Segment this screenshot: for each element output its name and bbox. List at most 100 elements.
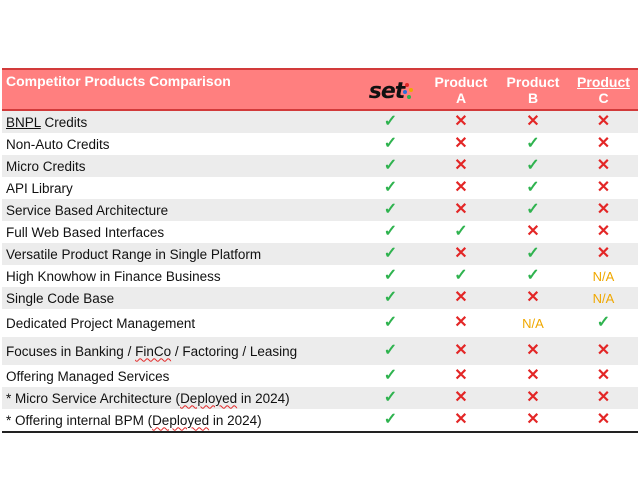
table-row: * Micro Service Architecture (Deployed i…: [2, 387, 638, 409]
set-cell: ✓: [356, 309, 425, 337]
product-a-cell: ✕: [425, 287, 497, 309]
na-text: N/A: [592, 290, 615, 306]
product-c-cell: ✕: [569, 221, 638, 243]
set-logo: set: [369, 80, 414, 102]
table-row: BNPL Credits ✓ ✕ ✕ ✕: [2, 110, 638, 133]
table-row: Dedicated Project Management ✓ ✕ N/A ✓: [2, 309, 638, 337]
feature-label: Full Web Based Interfaces: [6, 224, 165, 240]
set-cell: ✓: [356, 199, 425, 221]
product-a-cell: ✕: [425, 199, 497, 221]
cross-icon: ✕: [526, 289, 540, 306]
cross-icon: ✕: [596, 367, 611, 384]
product-c-cell: N/A: [569, 287, 638, 309]
product-b-cell: ✓: [497, 155, 569, 177]
check-icon: ✓: [526, 267, 540, 284]
cross-icon: ✕: [596, 223, 611, 240]
product-b-cell: N/A: [497, 309, 569, 337]
header-product-c: Product C: [569, 69, 638, 110]
product-c-cell: ✕: [569, 177, 638, 199]
product-a-line1: Product: [434, 73, 488, 90]
product-c-cell: ✕: [569, 409, 638, 432]
product-c-cell: ✕: [569, 387, 638, 409]
cross-icon: ✕: [596, 179, 611, 196]
table-row: Versatile Product Range in Single Platfo…: [2, 243, 638, 265]
cross-icon: ✕: [454, 411, 468, 428]
check-icon: ✓: [383, 245, 398, 262]
product-b-cell: ✓: [497, 265, 569, 287]
cross-icon: ✕: [454, 342, 468, 359]
product-a-cell: ✕: [425, 110, 497, 133]
product-c-cell: ✕: [569, 133, 638, 155]
cross-icon: ✕: [454, 367, 468, 384]
check-icon: ✓: [383, 342, 398, 359]
check-icon: ✓: [383, 389, 398, 406]
table-row: Micro Credits ✓ ✕ ✓ ✕: [2, 155, 638, 177]
table-row: * Offering internal BPM (Deployed in 202…: [2, 409, 638, 432]
check-icon: ✓: [526, 179, 540, 196]
logo-dots-icon: [402, 82, 414, 101]
feature-label: * Micro Service Architecture (Deployed i…: [6, 390, 290, 406]
cross-icon: ✕: [454, 113, 468, 130]
product-c-cell: N/A: [569, 265, 638, 287]
set-cell: ✓: [356, 387, 425, 409]
product-b-cell: ✕: [497, 337, 569, 365]
feature-label: Focuses in Banking / FinCo / Factoring /…: [6, 343, 298, 359]
cross-icon: ✕: [526, 389, 540, 406]
check-icon: ✓: [526, 135, 540, 152]
product-a-cell: ✕: [425, 133, 497, 155]
set-logo-cell: set: [356, 69, 425, 110]
product-c-cell: ✕: [569, 365, 638, 387]
product-b-line2: B: [527, 89, 539, 106]
check-icon: ✓: [454, 267, 468, 284]
table-row: Full Web Based Interfaces ✓ ✓ ✕ ✕: [2, 221, 638, 243]
set-cell: ✓: [356, 110, 425, 133]
product-b-cell: ✕: [497, 287, 569, 309]
check-icon: ✓: [596, 314, 611, 331]
table-header-row: Competitor Products Comparison set Produ…: [2, 69, 638, 110]
feature-label: Versatile Product Range in Single Platfo…: [6, 246, 262, 262]
cross-icon: ✕: [596, 342, 611, 359]
set-cell: ✓: [356, 155, 425, 177]
product-b-cell: ✓: [497, 199, 569, 221]
product-b-cell: ✕: [497, 221, 569, 243]
product-a-cell: ✕: [425, 337, 497, 365]
check-icon: ✓: [383, 157, 398, 174]
table-row: Non-Auto Credits ✓ ✕ ✓ ✕: [2, 133, 638, 155]
feature-label: Single Code Base: [6, 290, 115, 306]
product-b-line1: Product: [506, 73, 560, 90]
check-icon: ✓: [383, 135, 398, 152]
product-a-line2: A: [455, 89, 467, 106]
set-cell: ✓: [356, 337, 425, 365]
cross-icon: ✕: [454, 201, 468, 218]
cross-icon: ✕: [454, 245, 468, 262]
check-icon: ✓: [383, 201, 398, 218]
set-cell: ✓: [356, 177, 425, 199]
cross-icon: ✕: [596, 201, 611, 218]
product-a-cell: ✕: [425, 387, 497, 409]
product-c-cell: ✕: [569, 199, 638, 221]
product-b-cell: ✕: [497, 387, 569, 409]
feature-label: Offering Managed Services: [6, 368, 170, 384]
set-cell: ✓: [356, 409, 425, 432]
check-icon: ✓: [383, 267, 398, 284]
cross-icon: ✕: [526, 342, 540, 359]
feature-label: BNPL Credits: [6, 114, 88, 130]
product-c-cell: ✓: [569, 309, 638, 337]
cross-icon: ✕: [454, 157, 468, 174]
table-row: Service Based Architecture ✓ ✕ ✓ ✕: [2, 199, 638, 221]
cross-icon: ✕: [596, 245, 611, 262]
product-a-cell: ✓: [425, 265, 497, 287]
product-a-cell: ✕: [425, 177, 497, 199]
comparison-table: Competitor Products Comparison set Produ…: [2, 68, 638, 433]
cross-icon: ✕: [454, 179, 468, 196]
table-row: Offering Managed Services ✓ ✕ ✕ ✕: [2, 365, 638, 387]
product-c-cell: ✕: [569, 243, 638, 265]
cross-icon: ✕: [454, 314, 468, 331]
check-icon: ✓: [383, 367, 398, 384]
cross-icon: ✕: [526, 223, 540, 240]
product-b-cell: ✕: [497, 365, 569, 387]
comparison-table-container: Competitor Products Comparison set Produ…: [2, 68, 638, 433]
product-a-cell: ✕: [425, 409, 497, 432]
cross-icon: ✕: [454, 289, 468, 306]
cross-icon: ✕: [454, 135, 468, 152]
